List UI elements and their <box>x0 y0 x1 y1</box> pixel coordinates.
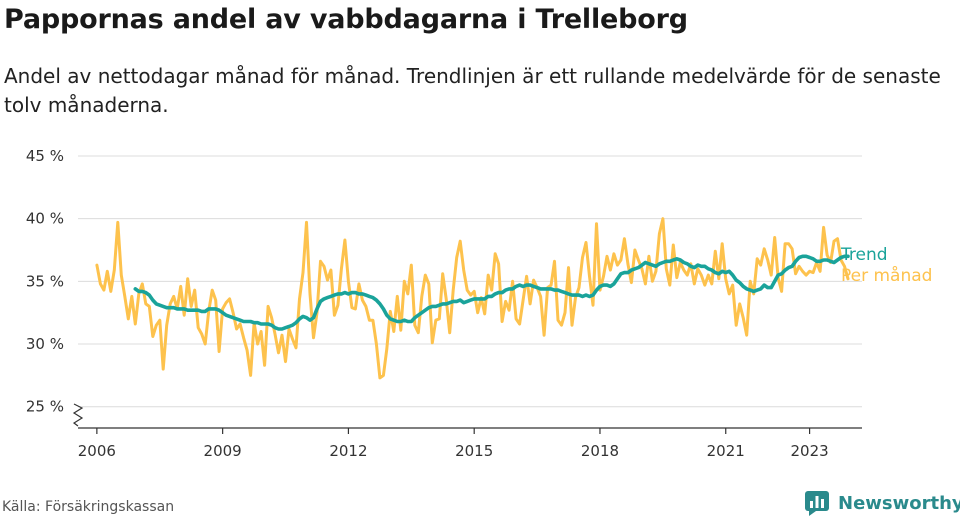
series-line-monthly <box>95 217 850 380</box>
brand-logo: Newsworthy <box>804 490 960 516</box>
y-tick-label: 25 % <box>26 398 64 416</box>
x-tick-label: 2012 <box>329 442 367 460</box>
legend-label-trend: Trend <box>840 245 888 265</box>
x-axis: 2006 2009 2012 2015 2018 2021 2023 <box>72 403 862 460</box>
x-tick-label: 2015 <box>455 442 493 460</box>
chart-subtitle: Andel av nettodagar månad för månad. Tre… <box>4 64 941 117</box>
axis-break-icon <box>72 403 84 427</box>
chart-title: Pappornas andel av vabbdagarna i Trelleb… <box>4 4 688 35</box>
legend-label-monthly: Per månad <box>841 265 932 286</box>
series-line-trend <box>133 254 850 331</box>
source-note: Källa: Försäkringskassan <box>2 499 175 515</box>
y-tick-label: 30 % <box>26 335 64 353</box>
brand-name: Newsworthy <box>838 492 960 514</box>
x-tick-label: 2006 <box>78 442 116 460</box>
y-tick-label: 40 % <box>26 210 64 228</box>
x-tick-label: 2018 <box>581 442 619 460</box>
gridlines <box>78 155 862 408</box>
x-tick-label: 2023 <box>790 442 828 460</box>
y-tick-label: 45 % <box>26 147 64 165</box>
y-axis-tick-labels: 25 % 30 % 35 % 40 % 45 % <box>26 147 64 416</box>
x-tick-label: 2021 <box>707 442 745 460</box>
y-tick-label: 35 % <box>26 272 64 290</box>
newsworthy-icon <box>805 491 829 516</box>
series-lines <box>95 217 850 380</box>
x-tick-label: 2009 <box>204 442 242 460</box>
